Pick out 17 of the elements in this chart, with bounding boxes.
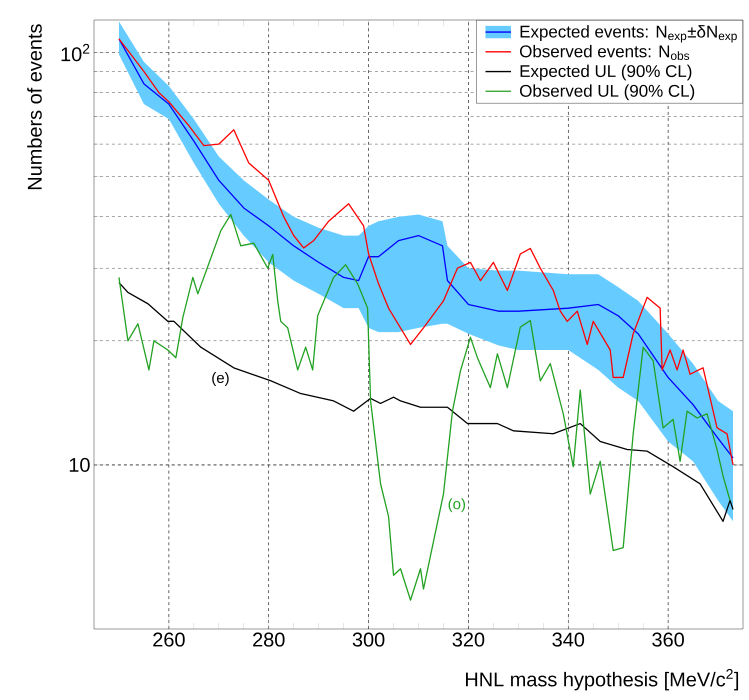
line-series — [118, 214, 731, 601]
annotation: (e) — [212, 372, 229, 386]
text: Expected events: N$_{exp}$±δN$_{exp}$ — [520, 25, 737, 42]
x-tick-label: 300 — [352, 632, 384, 647]
x-tick-label: 260 — [153, 632, 185, 647]
legend-label: Observed events: N$_{obs}$ — [520, 44, 690, 60]
x-tick-label: 320 — [452, 632, 484, 647]
legend-label: Expected UL (90% CL) — [520, 64, 692, 80]
legend-label: Observed UL (90% CL) — [520, 84, 694, 100]
annotation: (o) — [448, 498, 465, 512]
x-tick-label: 340 — [552, 632, 584, 647]
y-tick-label: 10 — [70, 458, 90, 472]
x-tick-label: 280 — [253, 632, 285, 647]
x-axis-title: HNL mass hypothesis [MeV/c$^{2}$] — [466, 669, 738, 690]
y-tick-label: 10$^{2}$ — [62, 44, 90, 62]
x-tick-label: 360 — [652, 632, 684, 647]
y-axis-title: Numbers of events — [27, 24, 42, 190]
